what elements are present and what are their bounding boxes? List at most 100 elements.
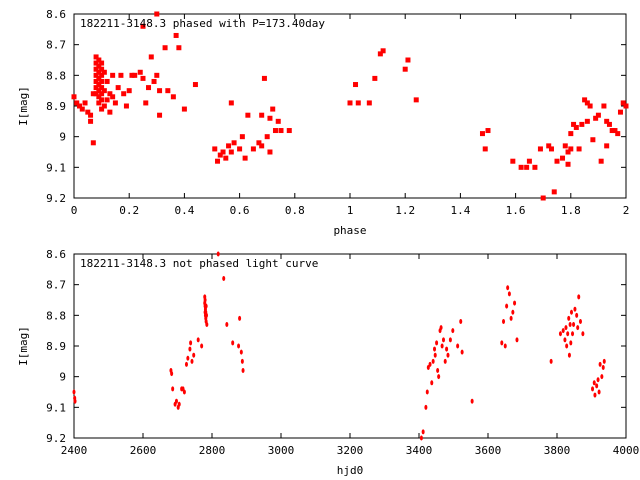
data-point <box>561 328 565 334</box>
data-point <box>286 128 292 134</box>
data-point <box>259 112 265 118</box>
y-axis-label: I[mag] <box>17 86 30 126</box>
data-point <box>154 11 160 17</box>
data-point <box>74 100 80 106</box>
data-point <box>587 103 593 109</box>
data-point <box>215 158 221 164</box>
data-point <box>73 398 77 404</box>
data-point <box>96 94 102 100</box>
y-tick-label: 8.6 <box>46 248 66 261</box>
x-tick-label: 3000 <box>268 444 295 457</box>
data-point <box>157 112 163 118</box>
data-point <box>548 146 554 152</box>
data-point <box>595 112 601 118</box>
y-tick-label: 9 <box>59 371 66 384</box>
y-tick-label: 9.2 <box>46 432 66 445</box>
data-point <box>609 128 615 134</box>
y-tick-label: 8.8 <box>46 309 66 322</box>
data-point <box>439 325 443 331</box>
data-point <box>203 297 207 303</box>
data-point <box>88 112 94 118</box>
data-point <box>506 285 510 291</box>
data-point <box>132 72 138 78</box>
y-tick-label: 9.2 <box>46 192 66 205</box>
data-point <box>595 383 599 389</box>
data-point <box>566 331 570 337</box>
x-tick-label: 0.8 <box>285 204 305 217</box>
data-point <box>245 112 251 118</box>
data-point <box>90 140 96 146</box>
data-point <box>602 358 606 364</box>
data-point <box>107 109 113 115</box>
data-point <box>165 88 171 94</box>
data-point <box>96 82 102 88</box>
plot-area-frame <box>73 13 627 199</box>
data-point <box>565 343 569 349</box>
data-point <box>143 100 149 106</box>
data-point <box>500 340 504 346</box>
x-tick-label: 1.2 <box>395 204 415 217</box>
data-point <box>578 318 582 324</box>
data-point <box>615 131 621 137</box>
data-point <box>110 72 116 78</box>
data-point <box>600 374 604 380</box>
data-point <box>421 429 425 435</box>
data-point <box>275 118 281 124</box>
data-point <box>424 404 428 410</box>
data-point <box>581 331 585 337</box>
data-point <box>413 97 419 103</box>
data-point <box>225 322 229 328</box>
data-point <box>200 343 204 349</box>
data-point <box>620 100 626 106</box>
data-points <box>71 11 629 201</box>
data-point <box>549 358 553 364</box>
data-point <box>104 97 110 103</box>
x-tick-label: 1 <box>347 204 354 217</box>
data-point <box>93 78 99 84</box>
data-point <box>502 318 506 324</box>
data-point <box>431 358 435 364</box>
data-point <box>240 358 244 364</box>
x-tick-label: 2400 <box>61 444 88 457</box>
data-point <box>96 100 102 106</box>
data-point <box>238 315 242 321</box>
data-point <box>272 128 278 134</box>
data-point <box>226 143 232 149</box>
x-tick-label: 4000 <box>613 444 640 457</box>
data-point <box>190 358 194 364</box>
data-point <box>433 352 437 358</box>
chart-title: 182211-3148.3 not phased light curve <box>80 257 318 270</box>
data-point <box>205 322 209 328</box>
data-point <box>451 328 455 334</box>
y-tick-label: 8.7 <box>46 39 66 52</box>
data-point <box>515 337 519 343</box>
x-tick-label: 2600 <box>130 444 157 457</box>
data-point <box>267 115 273 121</box>
data-point <box>562 143 568 149</box>
phased-light-curve-panel: 0 0.2 0.4 0.6 0.8 1 1.2 1.4 1.6 1.8 2 8.6 8.7 8.8 8.9… <box>17 8 629 237</box>
data-point <box>479 131 485 137</box>
data-point <box>162 45 168 51</box>
data-point <box>186 355 190 361</box>
data-point <box>204 303 208 309</box>
data-point <box>99 85 105 91</box>
data-point <box>433 346 437 352</box>
data-point <box>154 72 160 78</box>
y-tick-label: 9.1 <box>46 161 66 174</box>
data-point <box>241 368 245 374</box>
data-point <box>99 91 105 97</box>
data-point <box>604 143 610 149</box>
data-point <box>503 343 507 349</box>
data-point <box>182 389 186 395</box>
data-point <box>157 88 163 94</box>
data-point <box>170 371 174 377</box>
data-point <box>445 346 449 352</box>
x-tick-label: 3600 <box>475 444 502 457</box>
data-point <box>565 161 571 167</box>
data-point <box>216 251 220 257</box>
data-point <box>93 85 99 91</box>
data-point <box>537 146 543 152</box>
x-tick-label: 2 <box>623 204 630 217</box>
x-tick-label: 1.8 <box>561 204 581 217</box>
data-point <box>140 75 146 81</box>
